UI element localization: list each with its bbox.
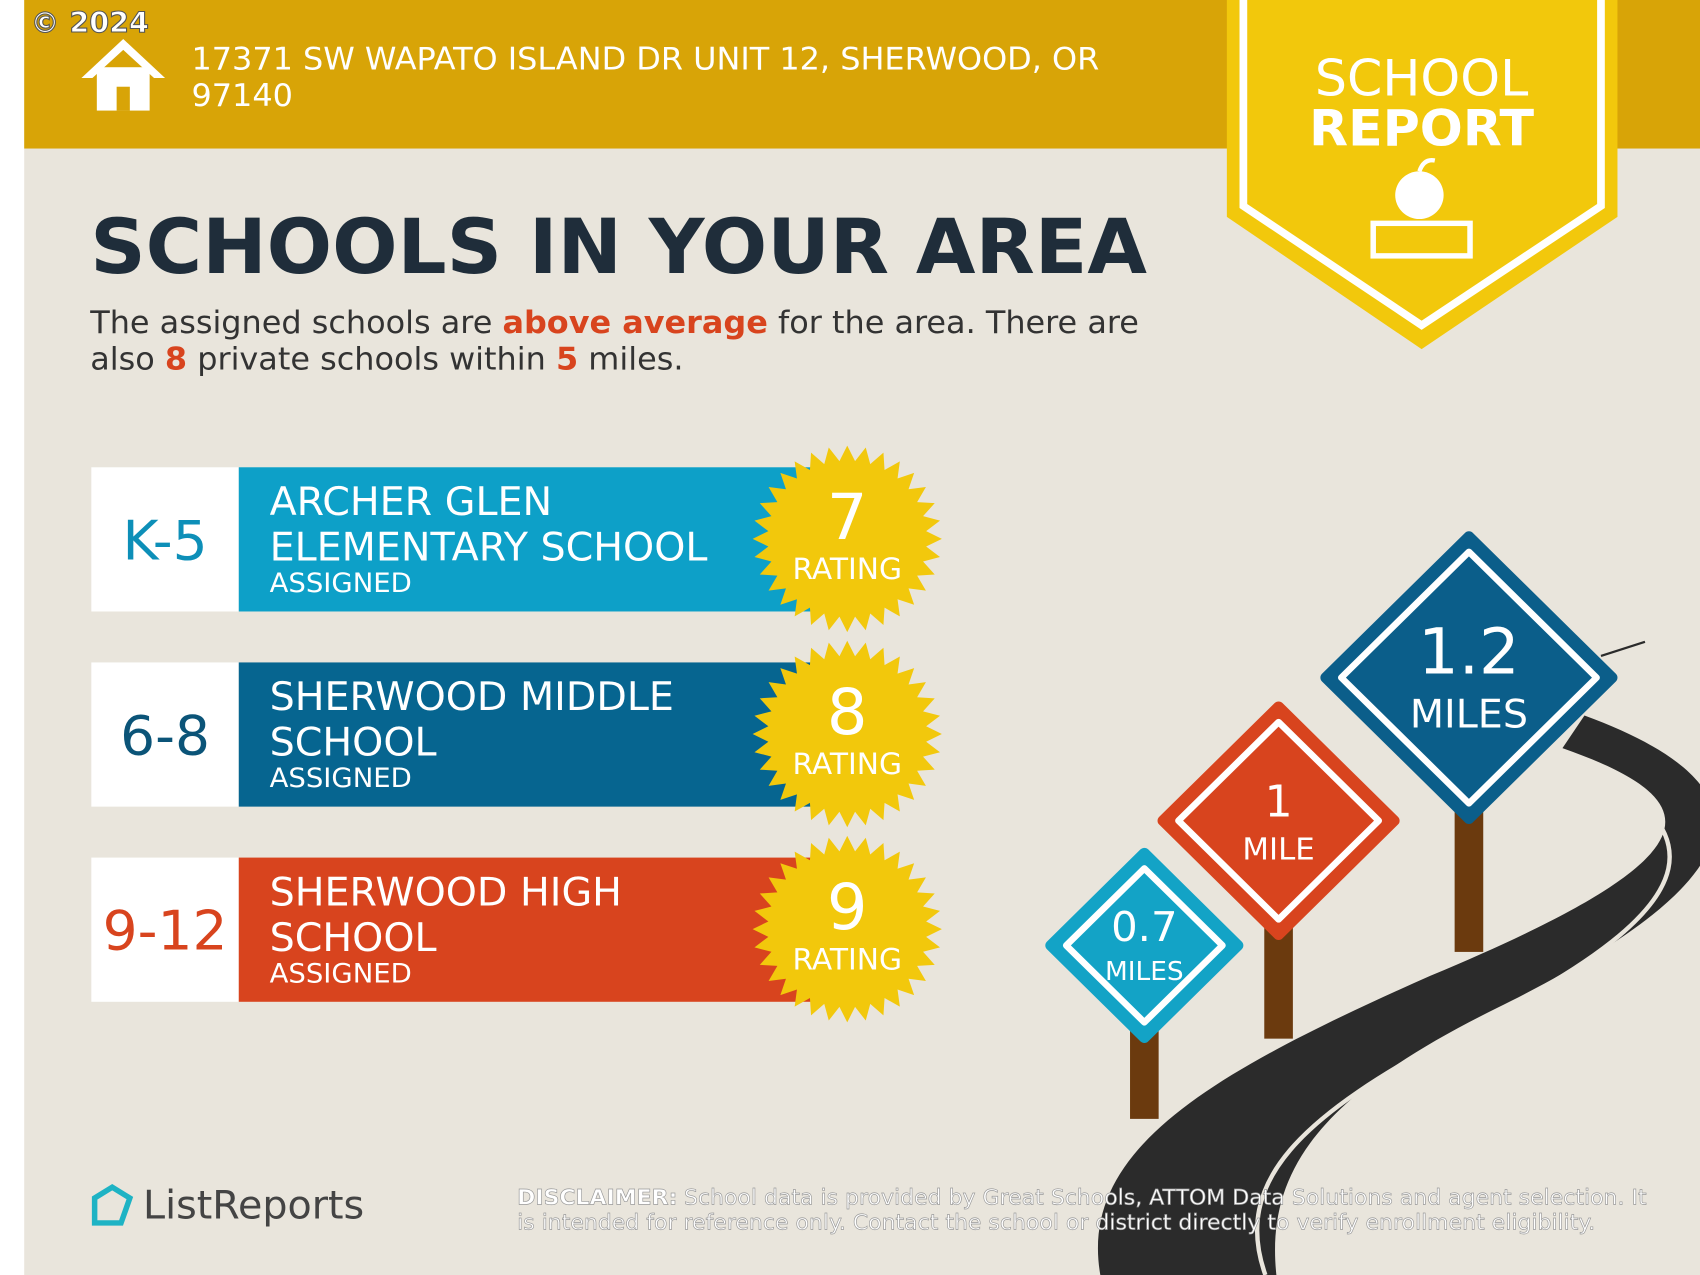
school-banner [238, 467, 811, 612]
text: 1.2 [1418, 615, 1519, 688]
grade-box [91, 662, 239, 807]
text: SCHOOL [270, 721, 437, 766]
text: 97140 [191, 78, 292, 114]
text: RATING [792, 552, 902, 586]
summary-part: also [90, 342, 165, 378]
disclaimer-label: DISCLAIMER: [517, 1186, 677, 1211]
sign-border [1175, 718, 1383, 923]
text: 9-12 [103, 899, 228, 963]
summary-part: 8 [165, 342, 187, 378]
text: 6-8 [120, 704, 210, 768]
summary-line: also 8 private schools within 5 miles. [90, 342, 683, 378]
school-banner [238, 857, 811, 1002]
summary-part: The assigned schools are [89, 305, 502, 341]
text: K-5 [122, 509, 207, 573]
text: ASSIGNED [270, 568, 412, 599]
text: MILES [1410, 693, 1528, 738]
text: 9 [827, 871, 868, 944]
text: MILES [1105, 957, 1184, 987]
rating-seal [752, 640, 942, 828]
text: SCHOOL [270, 916, 437, 961]
text: ELEMENTARY SCHOOL [270, 526, 708, 571]
summary-part: miles. [578, 342, 683, 378]
sign [1045, 847, 1244, 1043]
text: © 2024 [31, 7, 149, 40]
text: is intended for reference only. Contact … [517, 1211, 1595, 1236]
text: 0.7 [1111, 902, 1177, 951]
text: 1 [1265, 777, 1293, 828]
grade-box [91, 857, 239, 1002]
sign [1320, 531, 1618, 824]
text: SHERWOOD MIDDLE [270, 675, 674, 720]
text: ASSIGNED [270, 958, 412, 989]
summary-part: 5 [556, 342, 578, 378]
summary-part: above average [502, 305, 767, 341]
disclaimer-text: School data is provided by Great Schools… [684, 1186, 1647, 1211]
text: REPORT [1309, 99, 1534, 158]
sign [1157, 701, 1400, 940]
summary-line: The assigned schools are above average f… [89, 305, 1139, 341]
grade-box [91, 467, 239, 612]
text: SCHOOL [1315, 49, 1528, 108]
text: ARCHER GLEN [270, 480, 553, 525]
sign-border [1337, 548, 1600, 807]
text: 8 [827, 675, 868, 748]
text: 7 [827, 480, 868, 553]
text: ListReports [143, 1184, 364, 1229]
road [1098, 640, 1700, 1275]
disclaimer-line: DISCLAIMER: School data is provided by Gr… [517, 1186, 1647, 1211]
summary-part: for the area. There are [768, 305, 1139, 341]
house-icon [81, 39, 166, 111]
badge [1226, 0, 1618, 350]
sign-border [1062, 865, 1226, 1026]
text: RATING [792, 942, 902, 976]
text: 17371 SW WAPATO ISLAND DR UNIT 12, SHERW… [191, 42, 1099, 78]
rating-seal [752, 445, 942, 633]
school-banner [238, 662, 811, 807]
text: SCHOOLS IN YOUR AREA [90, 204, 1147, 292]
text: RATING [792, 747, 902, 781]
text: MILE [1242, 833, 1314, 868]
text: ASSIGNED [270, 763, 412, 794]
rating-seal [752, 835, 942, 1023]
text: SHERWOOD HIGH [270, 871, 622, 916]
logo-icon [91, 1183, 134, 1226]
summary-part: private schools within [187, 342, 556, 378]
